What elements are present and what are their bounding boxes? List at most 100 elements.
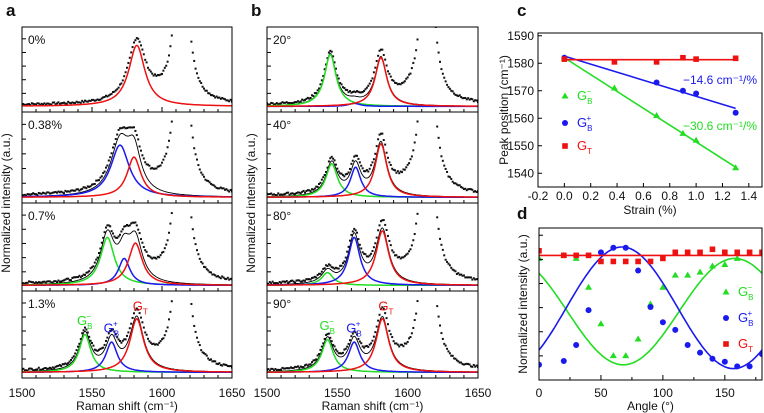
x-tick-label: 0 xyxy=(536,386,543,400)
data-point xyxy=(308,278,311,281)
data-point xyxy=(443,254,446,257)
data-point xyxy=(141,241,144,244)
x-tick-label: 1500 xyxy=(254,386,281,400)
data-point xyxy=(183,162,185,164)
data-point xyxy=(305,363,308,366)
data-point xyxy=(275,194,278,197)
fit-curve-g-t xyxy=(267,317,478,373)
data-point xyxy=(298,101,301,104)
data-point xyxy=(170,34,173,37)
label-base: G xyxy=(104,320,114,335)
data-point xyxy=(226,99,229,102)
data-point xyxy=(208,359,211,362)
data-point xyxy=(273,369,276,372)
data-point xyxy=(131,126,134,129)
data-point xyxy=(96,256,99,259)
data-point xyxy=(378,133,381,136)
data-point xyxy=(326,265,329,268)
data-point xyxy=(226,276,229,279)
data-point xyxy=(214,96,217,99)
data-point xyxy=(311,94,314,97)
data-point xyxy=(81,332,84,335)
data-point xyxy=(98,179,100,182)
data-point xyxy=(128,327,131,330)
data-point xyxy=(22,103,25,106)
data-point xyxy=(95,258,98,261)
label-subscript: B xyxy=(356,329,361,338)
data-point xyxy=(301,190,304,193)
data-point xyxy=(460,273,463,276)
data-point xyxy=(409,72,412,75)
data-point xyxy=(305,190,308,193)
data-point xyxy=(144,331,147,334)
data-point xyxy=(57,364,60,367)
data-point xyxy=(162,250,165,253)
data-point xyxy=(158,341,161,344)
data-point xyxy=(318,183,321,186)
data-point xyxy=(215,186,218,189)
plot-area xyxy=(22,120,232,198)
data-point xyxy=(759,249,762,256)
data-point xyxy=(51,101,54,104)
data-point xyxy=(210,358,212,361)
data-point xyxy=(274,194,277,197)
data-point xyxy=(75,100,78,103)
label-base: G xyxy=(319,318,329,333)
data-point xyxy=(215,275,218,278)
data-point xyxy=(207,92,210,95)
panel-label: a xyxy=(6,1,16,20)
data-point xyxy=(280,368,283,371)
fit-curve-g-t xyxy=(267,142,478,198)
data-point xyxy=(183,72,185,74)
data-point xyxy=(28,193,30,196)
data-point xyxy=(133,41,135,44)
fit-line xyxy=(564,55,736,110)
spectrum-subplot: 90° xyxy=(266,290,479,379)
data-point xyxy=(67,190,70,193)
data-point xyxy=(226,189,229,192)
data-point xyxy=(347,342,350,345)
data-point xyxy=(437,51,440,54)
data-point xyxy=(361,251,364,254)
data-point xyxy=(65,102,68,105)
plot-area xyxy=(267,86,478,199)
data-point xyxy=(43,192,46,195)
data-point xyxy=(334,163,337,166)
data-point xyxy=(467,188,470,191)
data-point xyxy=(154,167,156,170)
data-point xyxy=(363,252,366,255)
data-point xyxy=(409,248,412,251)
data-point xyxy=(433,86,435,88)
data-point xyxy=(134,39,137,42)
spectrum-subplot: 0.38% xyxy=(21,111,233,204)
data-point xyxy=(208,271,211,274)
data-point xyxy=(281,366,284,369)
data-point xyxy=(110,329,113,332)
data-point xyxy=(169,45,172,48)
legend-label: GT xyxy=(738,336,753,354)
data-point xyxy=(32,192,35,195)
data-point xyxy=(188,5,190,7)
fit-line xyxy=(563,57,737,168)
data-point xyxy=(465,189,468,192)
data-point xyxy=(81,187,84,190)
data-point xyxy=(84,99,86,102)
data-point xyxy=(28,103,30,106)
data-point xyxy=(88,185,91,188)
data-point xyxy=(75,188,78,191)
data-point xyxy=(140,238,142,241)
data-point xyxy=(734,249,741,256)
data-point xyxy=(89,185,92,188)
data-point xyxy=(634,335,642,342)
data-point xyxy=(203,87,205,90)
data-point xyxy=(88,270,91,273)
data-point xyxy=(148,340,151,343)
data-point xyxy=(40,102,43,105)
data-point xyxy=(358,340,361,343)
data-point xyxy=(170,120,173,123)
data-point xyxy=(454,93,457,96)
data-point xyxy=(124,225,127,228)
data-point xyxy=(302,99,305,102)
data-point xyxy=(437,136,440,139)
data-point xyxy=(311,276,314,279)
